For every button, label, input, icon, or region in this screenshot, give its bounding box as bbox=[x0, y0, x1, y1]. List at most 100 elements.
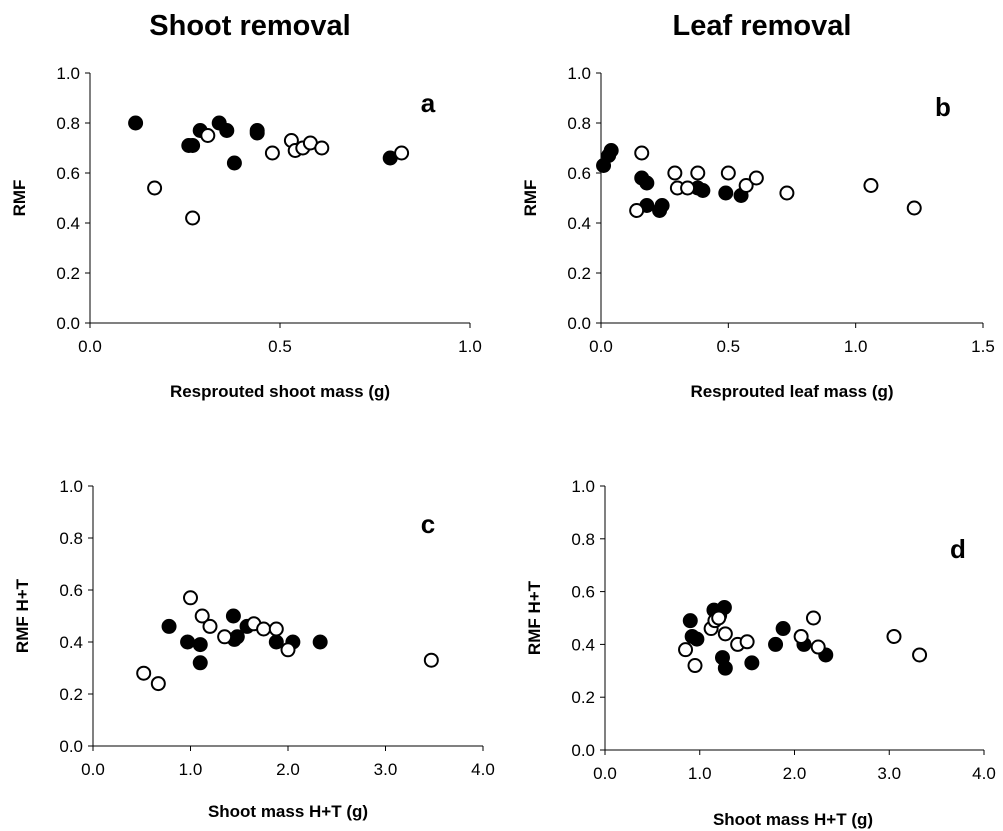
x-tick-label: 3.0 bbox=[374, 760, 398, 779]
open-point bbox=[217, 629, 233, 645]
filled-point bbox=[768, 636, 784, 652]
filled-point bbox=[654, 198, 670, 213]
filled-point bbox=[603, 143, 619, 158]
open-point bbox=[256, 621, 272, 637]
y-tick-label: 1.0 bbox=[571, 477, 595, 496]
y-tick-label: 0.6 bbox=[59, 581, 83, 600]
x-tick-label: 0.5 bbox=[268, 337, 292, 356]
open-point bbox=[394, 145, 410, 161]
open-point bbox=[314, 140, 330, 156]
y-tick-label: 1.0 bbox=[59, 477, 83, 496]
open-point bbox=[147, 180, 163, 196]
filled-point bbox=[180, 634, 196, 650]
scatter-panel-c: 0.0 0.2 0.4 0.6 0.8 1.0 0.0 1.0 2.0 3.0 4.0 Shoot m… bbox=[13, 477, 495, 821]
open-point bbox=[634, 145, 650, 161]
y-tick-label: 0.4 bbox=[567, 214, 591, 233]
x-tick-label: 2.0 bbox=[783, 764, 807, 783]
panel-label: b bbox=[935, 92, 951, 122]
y-tick-label: 0.2 bbox=[59, 685, 83, 704]
open-point bbox=[194, 608, 210, 624]
open-point bbox=[779, 185, 795, 201]
x-tick-label: 4.0 bbox=[972, 764, 996, 783]
filled-point bbox=[192, 655, 208, 671]
x-tick-label: 3.0 bbox=[877, 764, 901, 783]
y-tick-label: 0.8 bbox=[56, 114, 80, 133]
x-tick-label: 4.0 bbox=[471, 760, 495, 779]
open-point bbox=[748, 170, 764, 186]
x-axis-label: Resprouted shoot mass (g) bbox=[170, 382, 390, 401]
open-point bbox=[183, 590, 198, 606]
y-tick-label: 0.6 bbox=[567, 164, 591, 183]
filled-point bbox=[225, 608, 241, 624]
x-axis-label: Shoot mass H+T (g) bbox=[713, 810, 873, 829]
x-axis-label: Resprouted leaf mass (g) bbox=[690, 382, 893, 401]
y-tick-label: 0.8 bbox=[571, 530, 595, 549]
y-tick-label: 0.6 bbox=[56, 164, 80, 183]
filled-point bbox=[128, 115, 144, 131]
filled-point bbox=[312, 634, 328, 650]
y-tick-label: 0.4 bbox=[571, 635, 595, 654]
title-shoot-removal: Shoot removal bbox=[149, 10, 351, 42]
y-tick-label: 0.0 bbox=[571, 741, 595, 760]
open-point bbox=[423, 652, 439, 668]
filled-point bbox=[192, 637, 208, 653]
x-tick-label: 1.5 bbox=[971, 337, 995, 356]
y-tick-label: 0.8 bbox=[59, 529, 83, 548]
x-tick-label: 2.0 bbox=[276, 760, 300, 779]
x-tick-label: 0.0 bbox=[81, 760, 105, 779]
filled-point bbox=[718, 185, 734, 201]
filled-point bbox=[229, 629, 245, 645]
open-point bbox=[202, 618, 218, 634]
panel-label: a bbox=[421, 88, 436, 118]
y-axis-label: RMF bbox=[10, 180, 29, 217]
open-point bbox=[711, 610, 727, 626]
y-axis-label: RMF H+T bbox=[13, 578, 32, 653]
y-tick-label: 0.6 bbox=[571, 583, 595, 602]
open-point bbox=[690, 165, 706, 181]
open-point bbox=[805, 610, 821, 626]
filled-point bbox=[695, 183, 711, 198]
y-tick-label: 0.4 bbox=[56, 214, 80, 233]
open-point bbox=[717, 626, 733, 642]
panel-label: c bbox=[421, 509, 435, 539]
open-point bbox=[264, 145, 280, 161]
y-tick-label: 0.0 bbox=[567, 314, 591, 333]
open-point bbox=[738, 178, 754, 193]
x-tick-label: 0.0 bbox=[78, 337, 102, 356]
open-point bbox=[150, 676, 166, 692]
open-point bbox=[680, 180, 696, 196]
open-point bbox=[687, 658, 703, 674]
y-tick-label: 0.2 bbox=[571, 688, 595, 707]
open-point bbox=[678, 642, 694, 658]
x-tick-label: 1.0 bbox=[844, 337, 868, 356]
title-leaf-removal: Leaf removal bbox=[672, 10, 852, 42]
open-point bbox=[185, 210, 201, 226]
filled-point bbox=[744, 655, 760, 671]
x-tick-label: 0.5 bbox=[717, 337, 741, 356]
open-point bbox=[739, 634, 755, 650]
open-point bbox=[280, 642, 296, 658]
x-tick-label: 1.0 bbox=[458, 337, 482, 356]
open-point bbox=[912, 647, 928, 663]
open-point bbox=[810, 639, 826, 655]
open-point bbox=[200, 128, 216, 143]
open-point bbox=[136, 665, 152, 681]
filled-point bbox=[682, 613, 698, 629]
scatter-panel-a: 0.0 0.2 0.4 0.6 0.8 1.0 0.0 0.5 1.0 Resprouted sh… bbox=[10, 64, 482, 401]
filled-point bbox=[639, 175, 655, 191]
filled-point bbox=[268, 634, 284, 650]
x-axis-label: Shoot mass H+T (g) bbox=[208, 802, 368, 821]
x-tick-label: 1.0 bbox=[179, 760, 203, 779]
filled-point bbox=[185, 138, 201, 153]
y-tick-label: 1.0 bbox=[56, 64, 80, 83]
y-axis-label: RMF bbox=[521, 180, 540, 217]
open-point bbox=[720, 165, 736, 181]
filled-point bbox=[161, 618, 177, 634]
y-axis-label: RMF H+T bbox=[525, 580, 544, 655]
y-tick-label: 0.4 bbox=[59, 633, 83, 652]
y-tick-label: 1.0 bbox=[567, 64, 591, 83]
open-point bbox=[863, 178, 879, 193]
panel-label: d bbox=[950, 534, 966, 564]
open-point bbox=[667, 165, 683, 181]
y-tick-label: 0.2 bbox=[56, 264, 80, 283]
